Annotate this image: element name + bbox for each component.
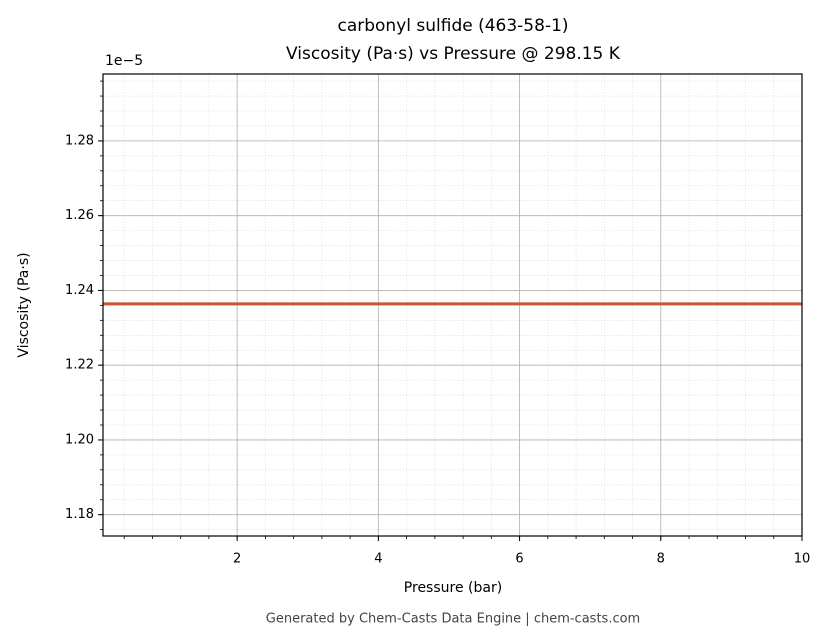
x-tick-label: 10 [794, 552, 811, 567]
y-offset-label: 1e−5 [105, 53, 143, 69]
chart-title: carbonyl sulfide (463-58-1) [337, 16, 568, 36]
y-tick-label: 1.24 [65, 283, 94, 298]
x-tick-label: 4 [374, 552, 382, 567]
y-tick-label: 1.22 [65, 358, 94, 373]
y-tick-label: 1.20 [65, 432, 94, 447]
x-tick-label: 6 [515, 552, 523, 567]
y-tick-label: 1.18 [65, 507, 94, 522]
y-axis-label: Viscosity (Pa·s) [16, 252, 32, 357]
x-tick-label: 2 [233, 552, 241, 567]
y-tick-label: 1.26 [65, 208, 94, 223]
footer: Generated by Chem-Casts Data Engine | ch… [266, 612, 640, 627]
x-axis-label: Pressure (bar) [404, 580, 502, 596]
chart-subtitle: Viscosity (Pa·s) vs Pressure @ 298.15 K [286, 44, 621, 64]
x-tick-label: 8 [657, 552, 665, 567]
y-tick-label: 1.28 [65, 133, 94, 148]
plot-frame [102, 73, 803, 537]
